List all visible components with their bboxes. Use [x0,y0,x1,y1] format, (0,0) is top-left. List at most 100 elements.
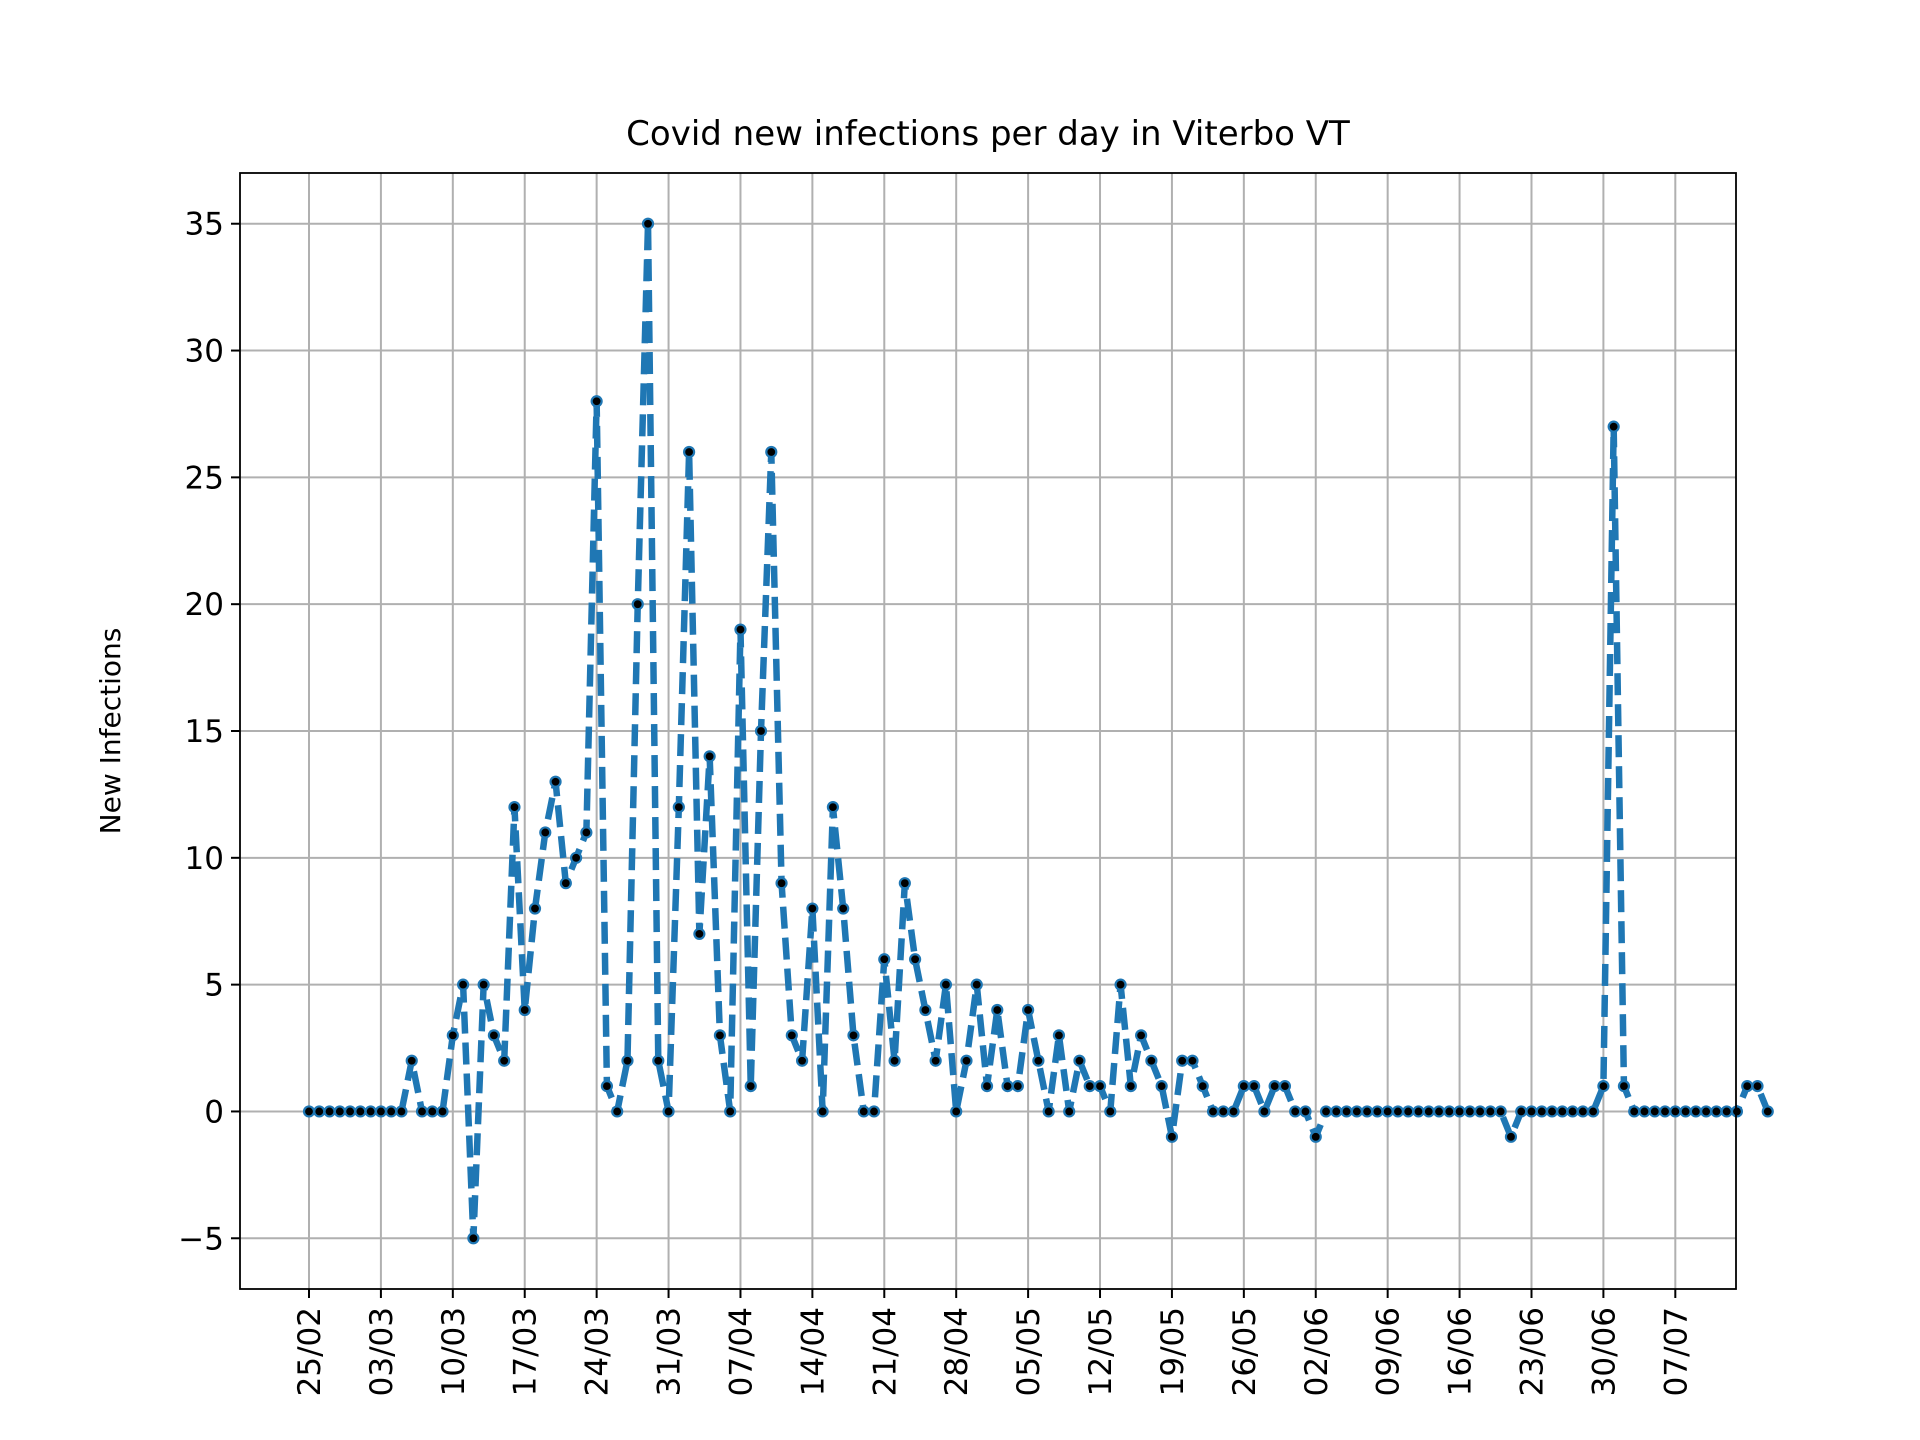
data-point [1248,1079,1261,1093]
data-point [950,1105,963,1118]
data-point [1741,1079,1754,1093]
x-tick-label: 05/05 [1011,1307,1047,1396]
data-point [1361,1105,1374,1118]
x-tick-label: 17/03 [508,1307,544,1396]
data-point [1319,1105,1333,1118]
data-point [1001,1079,1014,1093]
data-point [713,1029,727,1042]
data-point [1052,1029,1066,1042]
data-point [1258,1105,1271,1118]
data-point [590,395,603,408]
data-point [1638,1105,1651,1118]
data-point [826,800,840,814]
data-point [1124,1079,1137,1093]
data-point [1206,1105,1220,1118]
data-point [1186,1054,1199,1067]
data-point [1032,1054,1045,1067]
data-point [1391,1105,1405,1118]
data-point [477,978,490,991]
data-point [1494,1105,1507,1118]
data-point [1135,1029,1148,1042]
data-point [354,1105,367,1118]
data-point [1196,1079,1209,1093]
data-point [580,826,593,839]
data-point [1227,1105,1240,1118]
data-point [1751,1079,1764,1093]
data-point [1628,1105,1641,1118]
data-point [1165,1130,1179,1143]
data-point [1597,1079,1610,1093]
data-point [374,1105,388,1118]
data-point [1073,1054,1086,1067]
x-tick-label: 19/05 [1155,1307,1191,1396]
data-point [1350,1105,1363,1118]
x-tick-label: 31/03 [652,1307,688,1396]
data-point [1217,1105,1230,1118]
data-point [1104,1105,1117,1118]
data-point [1761,1105,1774,1118]
data-point [1607,420,1620,433]
x-tick-label: 21/04 [867,1307,903,1396]
data-point [333,1105,346,1118]
data-point [549,775,562,788]
y-tick-label: 0 [204,1094,224,1130]
data-point [1720,1105,1733,1118]
data-point [1145,1054,1158,1067]
data-point [652,1054,665,1067]
data-point [939,978,953,991]
y-tick-label: 35 [185,207,224,243]
data-point [456,978,470,991]
data-point [898,877,911,890]
data-point [806,902,819,915]
data-point [611,1105,624,1118]
data-point [343,1105,357,1118]
data-point [1545,1105,1559,1118]
data-point [1340,1105,1353,1118]
data-point [1730,1105,1744,1118]
data-point [385,1105,398,1118]
data-point [313,1105,326,1118]
data-point [744,1079,757,1093]
data-point [1463,1105,1476,1118]
data-point [1484,1105,1497,1118]
data-point [1114,978,1127,991]
data-point [909,953,922,966]
data-point [436,1105,449,1118]
data-point [878,953,891,966]
x-tick-label: 25/02 [292,1307,328,1396]
data-point [1381,1105,1394,1118]
data-point [1237,1079,1250,1093]
data-point [1576,1105,1589,1118]
data-point [508,800,521,814]
data-point [1556,1105,1569,1118]
data-point [1453,1105,1466,1118]
data-point [1474,1105,1487,1118]
data-point [816,1105,829,1118]
y-axis: −5 0 5 10 15 20 25 30 35 [178,207,240,1257]
data-point [1176,1054,1189,1067]
data-point [980,1079,994,1093]
data-point [518,1003,531,1017]
data-point [929,1054,942,1067]
x-tick-label: 26/05 [1227,1307,1263,1396]
data-point [785,1029,798,1042]
data-point [683,445,696,459]
data-point [1669,1105,1682,1118]
data-point [1268,1079,1281,1093]
data-point [600,1079,614,1093]
data-point [960,1054,973,1067]
x-tick-label: 03/03 [364,1307,400,1396]
data-point [446,1029,459,1042]
data-point [1679,1105,1692,1118]
data-point [405,1054,418,1067]
data-point [1443,1105,1456,1118]
x-tick-label: 30/06 [1586,1307,1622,1396]
data-point [467,1232,480,1245]
data-point [724,1105,737,1118]
data-point [775,877,788,890]
x-tick-label: 07/07 [1658,1307,1694,1396]
data-point [662,1105,675,1118]
data-point [1299,1105,1312,1118]
data-point [1658,1105,1672,1118]
